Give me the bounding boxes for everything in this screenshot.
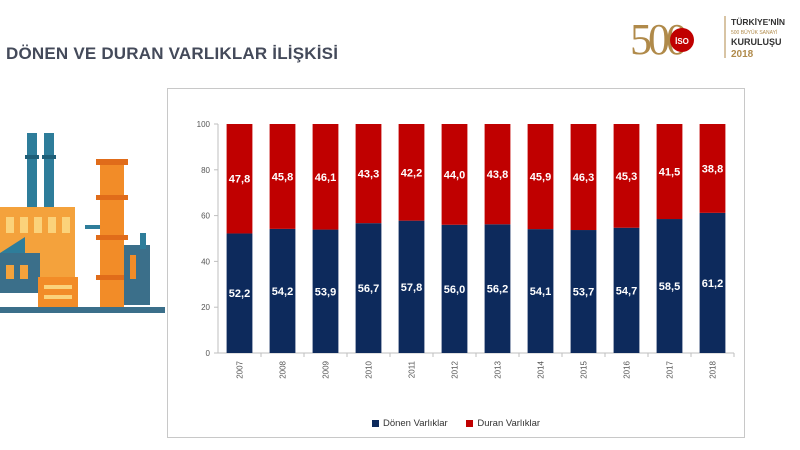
legend-item-donen: Dönen Varlıklar [371, 418, 448, 429]
y-tick-label: 40 [201, 257, 210, 266]
x-tick-label-2013: 2013 [494, 360, 503, 378]
y-tick-label: 60 [201, 212, 210, 221]
bar-duran-2011 [398, 124, 425, 221]
logo-badge-text: İSO [675, 37, 689, 46]
data-label-duran-2008: 45,8 [272, 171, 293, 183]
x-tick-label-2012: 2012 [451, 360, 460, 378]
factory-illustration-icon [0, 133, 165, 313]
bar-duran-2009 [312, 124, 339, 230]
bar-donen-2012 [441, 224, 468, 353]
x-tick-label-2016: 2016 [623, 360, 632, 378]
bar-donen-2007 [226, 233, 253, 353]
data-label-duran-2011: 42,2 [401, 167, 422, 179]
data-label-duran-2013: 43,8 [487, 169, 508, 181]
bar-duran-2013 [484, 124, 511, 225]
bar-donen-2013 [484, 224, 511, 353]
iso-500-logo: 500 İSO TÜRKİYE'NİN 500 BÜYÜK SANAYİ KUR… [630, 15, 785, 64]
bar-donen-2010 [355, 223, 382, 353]
data-label-donen-2010: 56,7 [358, 283, 379, 295]
bar-donen-2018 [699, 212, 726, 353]
x-tick-label-2015: 2015 [580, 360, 589, 378]
bar-duran-2007 [226, 124, 253, 234]
data-label-donen-2017: 58,5 [659, 281, 680, 293]
y-tick-label: 20 [201, 303, 210, 312]
chart-frame: 0 20 40 60 80 100 52,2 47,8 2007 54,2 45,8 2008 53,9… [167, 88, 745, 438]
data-label-donen-2009: 53,9 [315, 286, 336, 298]
bar-donen-2011 [398, 220, 425, 353]
x-tick-label-2018: 2018 [709, 360, 718, 378]
bar-donen-2017 [656, 219, 683, 353]
logo-line3: KURULUŞU [731, 37, 782, 47]
data-label-duran-2009: 46,1 [315, 172, 336, 184]
logo-badge: İSO [670, 28, 694, 52]
bar-duran-2015 [570, 124, 597, 231]
data-label-donen-2015: 53,7 [573, 287, 594, 299]
x-tick-label-2014: 2014 [537, 360, 546, 378]
bar-duran-2008 [269, 124, 296, 229]
data-label-donen-2016: 54,7 [616, 285, 637, 297]
legend-label-donen: Dönen Varlıklar [382, 418, 448, 429]
legend-label-duran: Duran Varlıklar [477, 418, 541, 429]
stacked-bar-chart: 0 20 40 60 80 100 52,2 47,8 2007 54,2 45,8 2008 53,9… [197, 120, 735, 379]
data-label-duran-2010: 43,3 [358, 169, 379, 181]
y-tick-label: 100 [197, 120, 211, 129]
bar-duran-2017 [656, 124, 683, 220]
bar-duran-2014 [527, 124, 554, 230]
data-label-donen-2011: 57,8 [401, 282, 422, 294]
data-label-duran-2018: 38,8 [702, 163, 723, 175]
data-label-duran-2016: 45,3 [616, 171, 637, 183]
x-tick-label-2011: 2011 [408, 360, 417, 378]
data-label-donen-2008: 54,2 [272, 286, 293, 298]
bar-donen-2015 [570, 230, 597, 353]
x-tick-label-2017: 2017 [666, 360, 675, 378]
y-tick-label: 80 [201, 166, 210, 175]
x-tick-label-2007: 2007 [236, 360, 245, 378]
bar-duran-2012 [441, 124, 468, 225]
bar-donen-2008 [269, 228, 296, 353]
data-label-duran-2017: 41,5 [659, 167, 680, 179]
bar-duran-2018 [699, 124, 726, 213]
data-label-duran-2007: 47,8 [229, 174, 250, 186]
data-label-duran-2014: 45,9 [530, 172, 551, 184]
legend-swatch-duran [466, 420, 474, 427]
legend-swatch-donen [371, 420, 379, 427]
data-label-duran-2015: 46,3 [573, 172, 594, 184]
chart-legend: Dönen Varlıklar Duran Varlıklar [168, 418, 744, 430]
data-label-donen-2013: 56,2 [487, 284, 508, 296]
bar-duran-2016 [613, 124, 640, 228]
x-tick-label-2009: 2009 [322, 360, 331, 378]
logo-line2: 500 BÜYÜK SANAYİ [731, 29, 777, 36]
bar-donen-2016 [613, 227, 640, 353]
data-label-donen-2014: 54,1 [530, 286, 551, 298]
bar-duran-2010 [355, 124, 382, 224]
logo-line1: TÜRKİYE'NİN [731, 17, 785, 27]
x-tick-label-2010: 2010 [365, 360, 374, 378]
data-label-donen-2007: 52,2 [229, 288, 250, 300]
y-tick-label: 0 [206, 349, 211, 358]
x-tick-label-2008: 2008 [279, 360, 288, 378]
logo-year: 2018 [731, 49, 754, 60]
bar-donen-2014 [527, 229, 554, 353]
data-label-donen-2012: 56,0 [444, 284, 465, 296]
data-label-duran-2012: 44,0 [444, 169, 465, 181]
page-title: DÖNEN VE DURAN VARLIKLAR İLİŞKİSİ [6, 44, 339, 63]
bar-donen-2009 [312, 229, 339, 353]
data-label-donen-2018: 61,2 [702, 278, 723, 290]
legend-item-duran: Duran Varlıklar [466, 418, 540, 429]
